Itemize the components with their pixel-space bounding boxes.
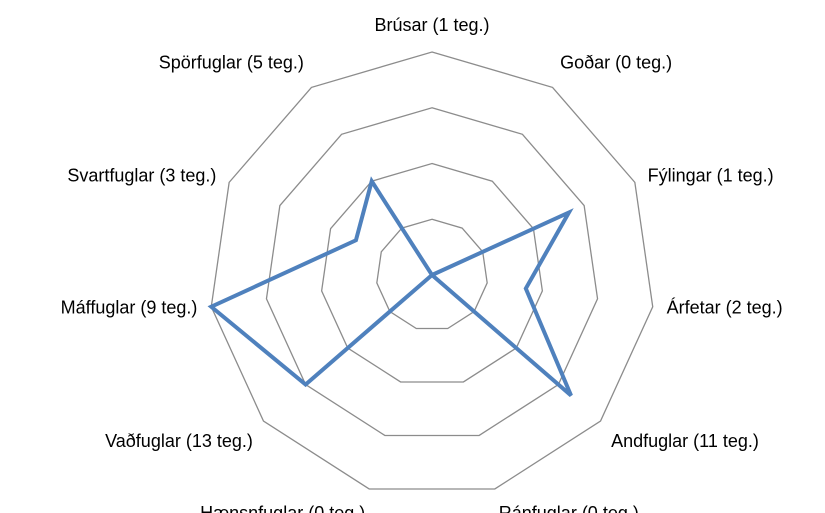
data-line [207,176,574,397]
category-label: Andfuglar (11 teg.) [611,431,759,451]
category-label: Ránfuglar (0 teg.) [499,503,639,513]
grid-ring [376,218,488,330]
grid-ring [210,51,654,490]
category-label: Fýlingar (1 teg.) [648,165,774,185]
grid-ring [265,107,599,437]
category-label: Hænsnfuglar (0 teg.) [200,503,365,513]
category-label: Brúsar (1 teg.) [374,15,489,35]
category-label: Árfetar (2 teg.) [667,297,783,317]
category-label: Vaðfuglar (13 teg.) [105,431,253,451]
category-label: Svartfuglar (3 teg.) [67,165,216,185]
grid-ring [320,162,544,383]
category-label: Spörfuglar (5 teg.) [159,52,304,72]
category-label: Máffuglar (9 teg.) [61,297,198,317]
category-label: Goðar (0 teg.) [560,52,672,72]
